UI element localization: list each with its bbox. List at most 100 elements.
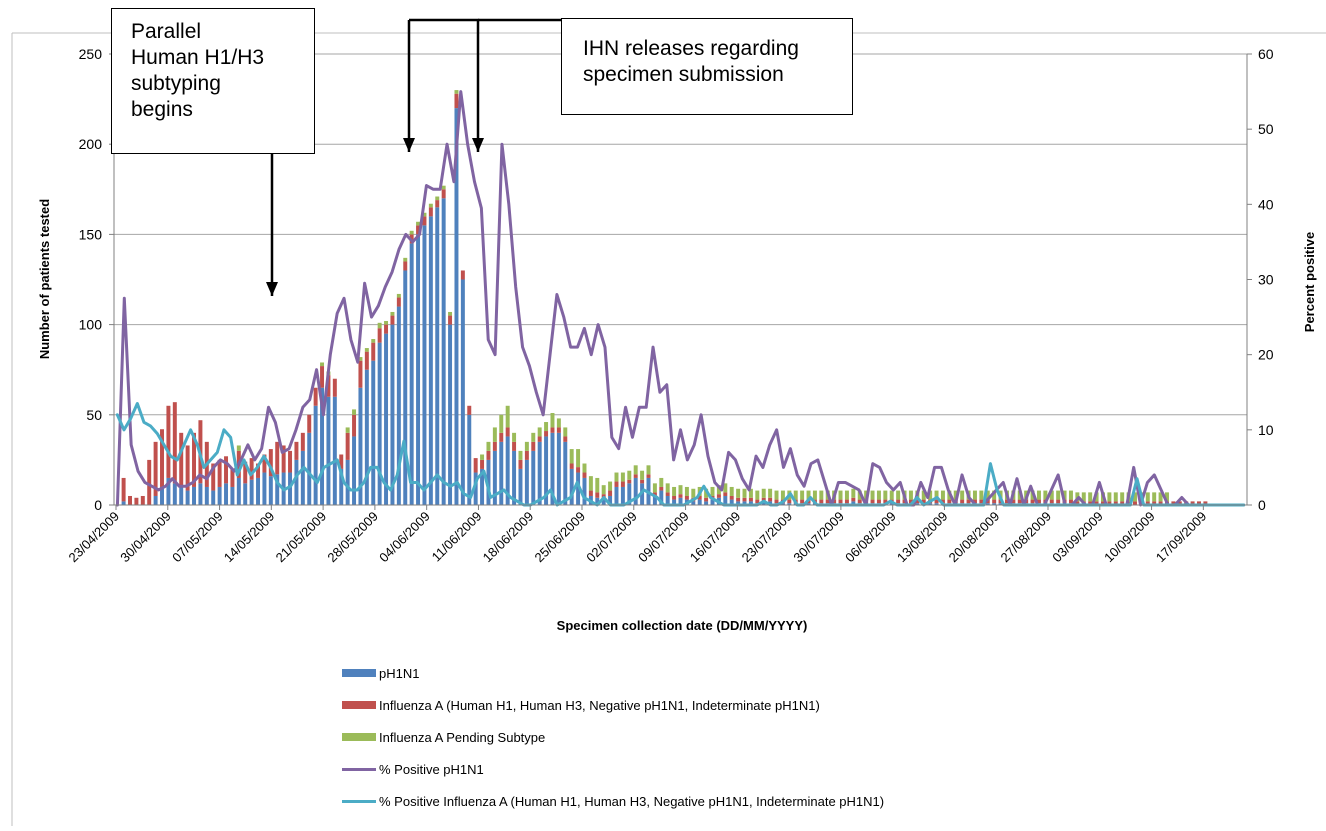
bar-pending-subtype bbox=[454, 90, 459, 94]
bar-influenza-a bbox=[262, 454, 267, 473]
bar-pending-subtype bbox=[1158, 492, 1163, 502]
bar-pending-subtype bbox=[985, 490, 990, 500]
bar-influenza-a bbox=[422, 216, 427, 226]
bar-influenza-a bbox=[838, 499, 843, 504]
bar-influenza-a bbox=[518, 459, 523, 469]
bar-pending-subtype bbox=[518, 450, 523, 460]
bar-pending-subtype bbox=[896, 490, 901, 500]
bar-pending-subtype bbox=[876, 490, 881, 500]
bar-ph1n1 bbox=[179, 486, 184, 505]
bar-pending-subtype bbox=[921, 490, 926, 500]
bar-ph1n1 bbox=[550, 432, 555, 505]
bar-influenza-a bbox=[217, 459, 222, 487]
bar-pending-subtype bbox=[793, 490, 798, 500]
bar-influenza-a bbox=[627, 479, 632, 484]
bar-ph1n1 bbox=[710, 499, 715, 505]
bar-influenza-a bbox=[371, 342, 376, 361]
bar-pending-subtype bbox=[364, 348, 369, 352]
bar-influenza-a bbox=[140, 495, 145, 505]
bar-pending-subtype bbox=[1133, 492, 1137, 502]
bar-ph1n1 bbox=[492, 450, 497, 505]
bar-influenza-a bbox=[467, 405, 472, 415]
bar-influenza-a bbox=[1197, 501, 1201, 505]
bar-influenza-a bbox=[377, 328, 382, 343]
bar-pending-subtype bbox=[627, 470, 632, 480]
bar-ph1n1 bbox=[409, 243, 414, 506]
bar-influenza-a bbox=[1068, 499, 1073, 504]
x-tick-label: 27/08/2009 bbox=[997, 509, 1054, 566]
x-tick-label: 20/08/2009 bbox=[946, 509, 1003, 566]
bar-influenza-a bbox=[940, 499, 945, 504]
bar-influenza-a bbox=[172, 402, 177, 484]
bar-ph1n1 bbox=[748, 501, 753, 505]
bar-influenza-a bbox=[844, 499, 849, 504]
legend-label: Influenza A Pending Subtype bbox=[379, 730, 546, 745]
bar-pending-subtype bbox=[416, 221, 421, 226]
bar-influenza-a bbox=[595, 492, 600, 498]
bar-pending-subtype bbox=[800, 490, 805, 500]
bar-pending-subtype bbox=[1145, 492, 1150, 502]
bar-pending-subtype bbox=[972, 490, 977, 500]
right-tick-label: 20 bbox=[1258, 347, 1274, 363]
bar-ph1n1 bbox=[934, 503, 939, 505]
bar-ph1n1 bbox=[556, 432, 561, 505]
bar-influenza-a bbox=[1036, 499, 1041, 504]
bar-ph1n1 bbox=[582, 477, 587, 505]
bar-influenza-a bbox=[979, 499, 984, 504]
bar-influenza-a bbox=[1120, 501, 1125, 505]
bar-ph1n1 bbox=[326, 396, 331, 505]
x-tick-label: 06/08/2009 bbox=[842, 509, 899, 566]
bar-ph1n1 bbox=[915, 503, 920, 505]
bar-ph1n1 bbox=[697, 499, 702, 505]
left-tick-label: 250 bbox=[79, 46, 103, 62]
legend-swatch-ph1n1 bbox=[342, 669, 376, 677]
bar-ph1n1 bbox=[460, 279, 465, 505]
bar-influenza-a bbox=[652, 492, 657, 496]
right-tick-label: 40 bbox=[1258, 196, 1274, 212]
bar-ph1n1 bbox=[633, 477, 638, 505]
annotation-subtyping-line: Parallel bbox=[131, 20, 202, 43]
bar-influenza-a bbox=[185, 445, 190, 491]
bar-pending-subtype bbox=[441, 185, 446, 190]
bar-ph1n1 bbox=[486, 459, 491, 505]
bar-ph1n1 bbox=[665, 495, 670, 505]
bar-influenza-a bbox=[1094, 501, 1099, 505]
bar-ph1n1 bbox=[928, 503, 933, 505]
bar-ph1n1 bbox=[652, 495, 657, 505]
bar-pending-subtype bbox=[1120, 492, 1125, 502]
bar-influenza-a bbox=[774, 499, 779, 504]
bar-pending-subtype bbox=[742, 488, 747, 498]
bar-pending-subtype bbox=[531, 432, 536, 442]
bar-pending-subtype bbox=[883, 490, 888, 500]
bar-influenza-a bbox=[505, 427, 510, 437]
bar-pending-subtype bbox=[691, 488, 696, 498]
bar-ph1n1 bbox=[435, 207, 440, 505]
bar-ph1n1 bbox=[384, 333, 389, 505]
bar-pending-subtype bbox=[633, 465, 638, 475]
bar-influenza-a bbox=[384, 324, 389, 334]
bar-ph1n1 bbox=[422, 225, 427, 505]
bar-ph1n1 bbox=[467, 414, 472, 505]
x-tick-label: 13/08/2009 bbox=[894, 509, 951, 566]
bar-ph1n1 bbox=[313, 405, 318, 505]
bar-pending-subtype bbox=[768, 488, 773, 498]
bar-pending-subtype bbox=[640, 470, 645, 480]
legend-line-pct-influenza-a bbox=[342, 800, 376, 803]
bar-pending-subtype bbox=[908, 490, 913, 500]
bar-pending-subtype bbox=[819, 490, 824, 500]
bar-pending-subtype bbox=[665, 483, 670, 493]
bar-ph1n1 bbox=[531, 450, 536, 505]
legend-label: Influenza A (Human H1, Human H3, Negativ… bbox=[379, 698, 820, 713]
bar-ph1n1 bbox=[518, 468, 523, 505]
bar-influenza-a bbox=[896, 499, 901, 504]
bar-pending-subtype bbox=[537, 427, 542, 437]
bar-ph1n1 bbox=[736, 501, 741, 505]
bar-ph1n1 bbox=[729, 499, 734, 505]
bar-influenza-a bbox=[403, 261, 408, 271]
bar-influenza-a bbox=[230, 468, 235, 487]
bar-influenza-a bbox=[441, 189, 446, 199]
bar-ph1n1 bbox=[691, 501, 696, 505]
bar-pending-subtype bbox=[422, 212, 427, 217]
bar-influenza-a bbox=[684, 495, 689, 500]
bar-ph1n1 bbox=[985, 503, 990, 505]
